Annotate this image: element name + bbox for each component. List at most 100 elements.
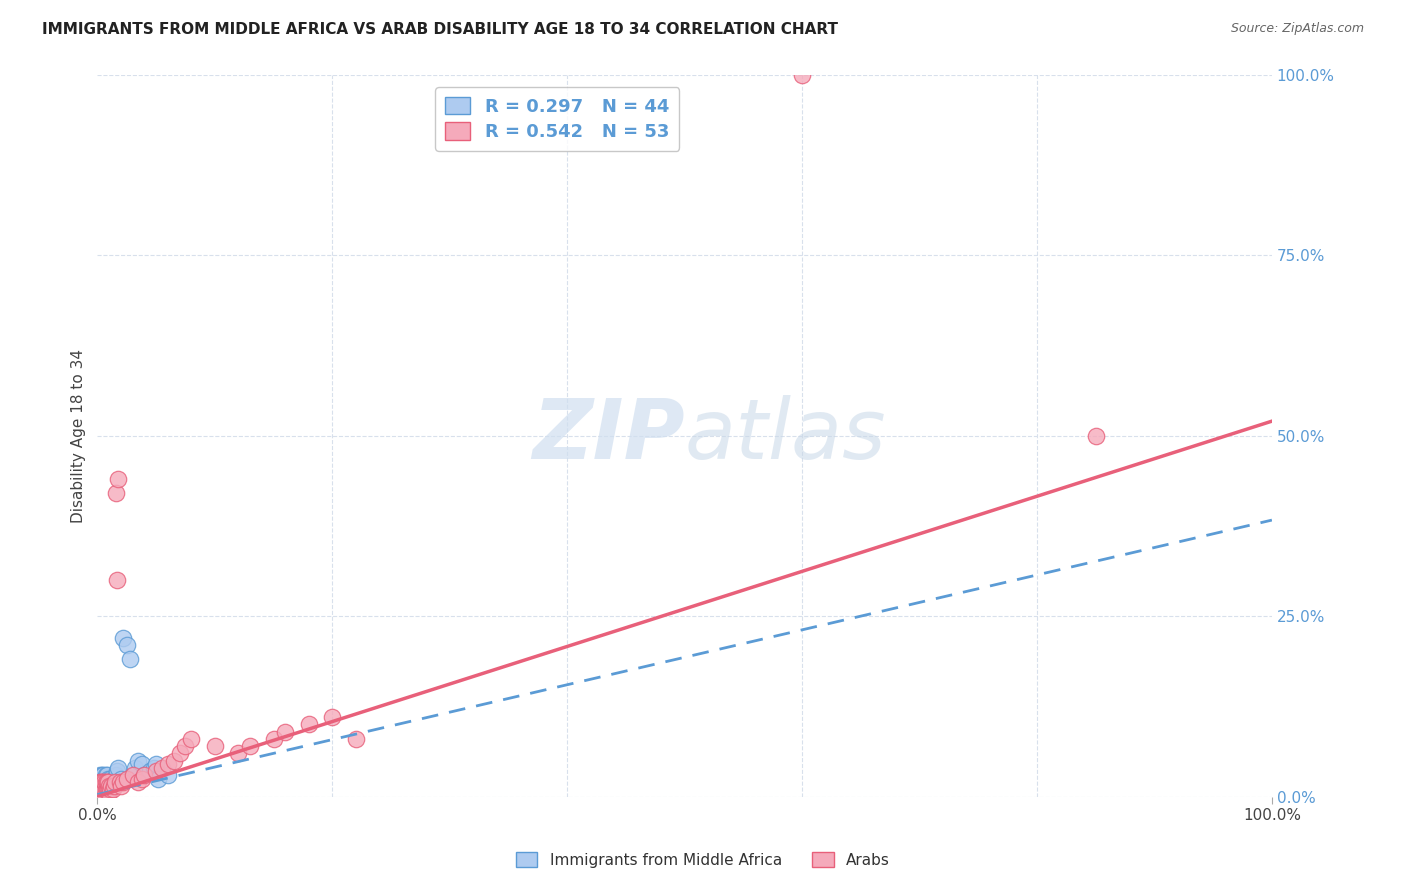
Point bbox=[98, 782, 121, 797]
Point bbox=[110, 772, 132, 786]
Point bbox=[274, 724, 297, 739]
Point bbox=[104, 775, 127, 789]
Point bbox=[145, 764, 167, 779]
Point bbox=[93, 779, 115, 793]
Point bbox=[94, 768, 117, 782]
Point bbox=[105, 573, 128, 587]
Point bbox=[115, 638, 138, 652]
Point bbox=[90, 782, 112, 797]
Point bbox=[96, 775, 118, 789]
Point bbox=[107, 761, 129, 775]
Point bbox=[103, 779, 125, 793]
Point bbox=[89, 775, 111, 789]
Point bbox=[97, 782, 120, 797]
Point bbox=[1084, 428, 1107, 442]
Point bbox=[91, 768, 114, 782]
Point bbox=[89, 782, 111, 797]
Point bbox=[93, 775, 115, 789]
Point bbox=[90, 779, 112, 793]
Point bbox=[239, 739, 262, 753]
Point bbox=[100, 775, 122, 789]
Y-axis label: Disability Age 18 to 34: Disability Age 18 to 34 bbox=[72, 349, 86, 523]
Point bbox=[344, 731, 367, 746]
Point bbox=[90, 775, 112, 789]
Point bbox=[121, 768, 143, 782]
Text: ZIP: ZIP bbox=[531, 395, 685, 476]
Point bbox=[142, 761, 165, 775]
Legend: Immigrants from Middle Africa, Arabs: Immigrants from Middle Africa, Arabs bbox=[510, 846, 896, 873]
Point bbox=[91, 786, 114, 800]
Point bbox=[97, 775, 120, 789]
Point bbox=[96, 775, 118, 789]
Point bbox=[124, 761, 146, 775]
Point bbox=[98, 779, 121, 793]
Point bbox=[120, 652, 142, 666]
Point bbox=[94, 775, 117, 789]
Point bbox=[226, 747, 249, 761]
Point bbox=[156, 757, 179, 772]
Point bbox=[97, 779, 120, 793]
Point bbox=[110, 779, 132, 793]
Text: atlas: atlas bbox=[685, 395, 886, 476]
Point bbox=[89, 775, 111, 789]
Point bbox=[103, 775, 125, 789]
Point bbox=[112, 775, 135, 789]
Point bbox=[115, 772, 138, 786]
Point bbox=[131, 772, 153, 786]
Point bbox=[105, 764, 128, 779]
Point bbox=[91, 779, 114, 793]
Point bbox=[105, 486, 128, 500]
Point bbox=[98, 782, 121, 797]
Point bbox=[94, 775, 117, 789]
Point bbox=[321, 710, 343, 724]
Point bbox=[96, 782, 118, 797]
Point bbox=[98, 775, 121, 789]
Point bbox=[104, 772, 127, 786]
Point bbox=[163, 754, 186, 768]
Point bbox=[105, 768, 128, 782]
Point bbox=[263, 731, 285, 746]
Point bbox=[112, 631, 135, 645]
Point bbox=[134, 768, 156, 782]
Text: Source: ZipAtlas.com: Source: ZipAtlas.com bbox=[1230, 22, 1364, 36]
Point bbox=[94, 782, 117, 797]
Point bbox=[150, 761, 173, 775]
Point bbox=[90, 772, 112, 786]
Point bbox=[91, 775, 114, 789]
Point bbox=[121, 768, 143, 782]
Point bbox=[139, 764, 162, 779]
Point bbox=[108, 775, 131, 789]
Point bbox=[87, 779, 110, 793]
Point bbox=[204, 739, 226, 753]
Point bbox=[174, 739, 197, 753]
Point bbox=[101, 779, 124, 793]
Point bbox=[156, 768, 179, 782]
Point bbox=[108, 775, 131, 789]
Point bbox=[169, 747, 191, 761]
Point bbox=[91, 775, 114, 789]
Point bbox=[91, 782, 114, 797]
Point bbox=[93, 782, 115, 797]
Point bbox=[101, 782, 124, 797]
Point bbox=[790, 68, 813, 82]
Point bbox=[98, 779, 121, 793]
Point bbox=[298, 717, 321, 731]
Point bbox=[131, 757, 153, 772]
Point bbox=[180, 731, 202, 746]
Point bbox=[134, 768, 156, 782]
Point bbox=[89, 768, 111, 782]
Point bbox=[98, 786, 121, 800]
Point bbox=[91, 775, 114, 789]
Point bbox=[87, 782, 110, 797]
Point bbox=[127, 775, 149, 789]
Point bbox=[145, 757, 167, 772]
Legend: R = 0.297   N = 44, R = 0.542   N = 53: R = 0.297 N = 44, R = 0.542 N = 53 bbox=[436, 87, 679, 151]
Point bbox=[91, 768, 114, 782]
Point bbox=[127, 754, 149, 768]
Point bbox=[148, 772, 170, 786]
Point bbox=[107, 472, 129, 486]
Point bbox=[97, 772, 120, 786]
Point bbox=[91, 782, 114, 797]
Point bbox=[98, 772, 121, 786]
Point bbox=[96, 768, 118, 782]
